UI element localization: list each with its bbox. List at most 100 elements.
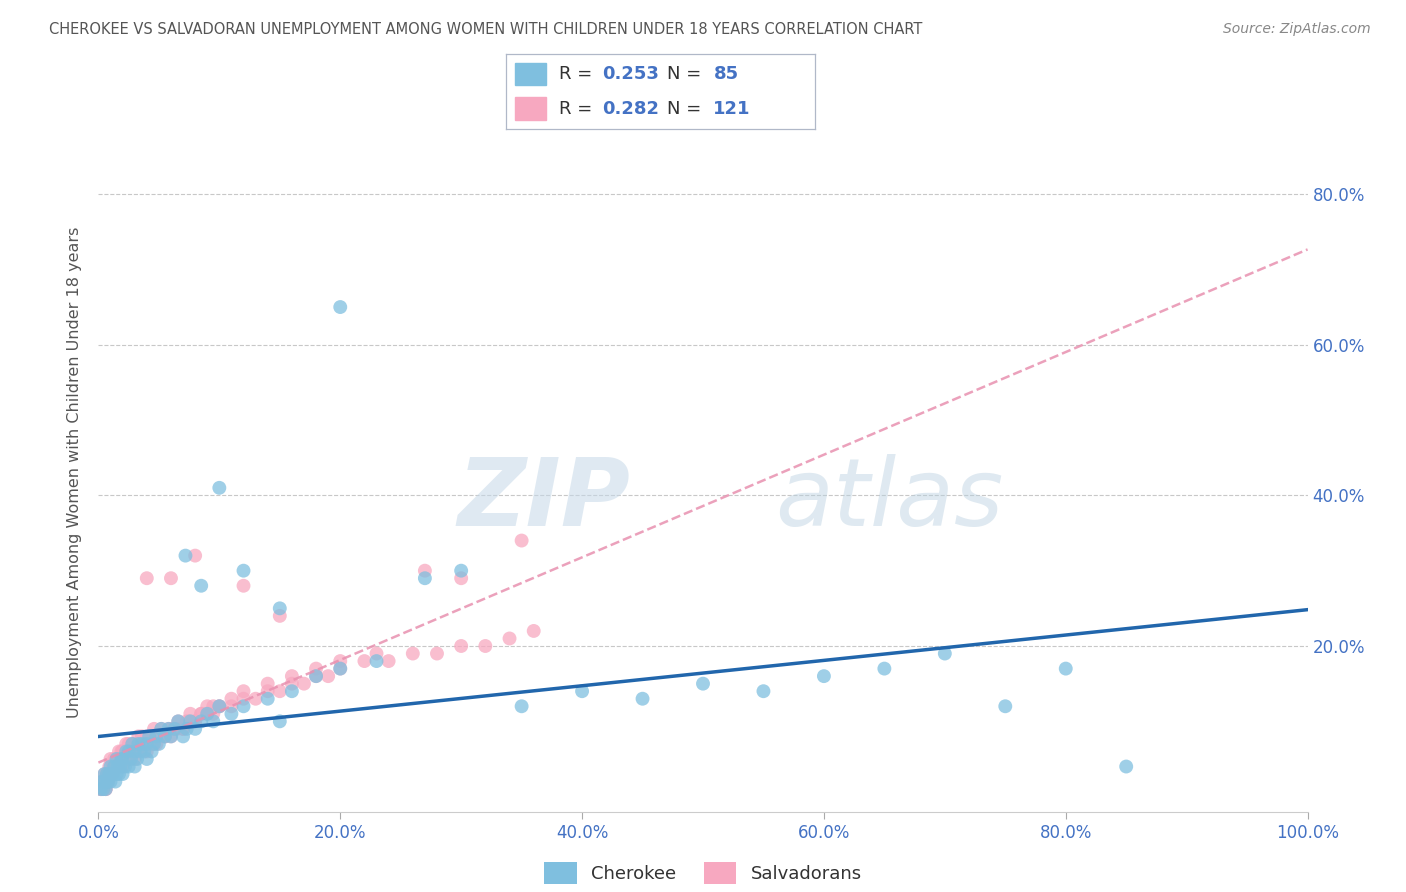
Point: [131, 737, 153, 751]
Point: [153, 730, 176, 744]
Point: [510, 699, 533, 714]
Point: [100, 767, 122, 781]
Point: [105, 752, 128, 766]
Point: [202, 714, 225, 729]
Point: [190, 714, 212, 729]
Point: [221, 699, 243, 714]
Point: [111, 752, 134, 766]
Point: [97, 767, 120, 781]
Point: [118, 737, 141, 751]
Point: [190, 706, 212, 721]
Point: [131, 737, 153, 751]
Point: [148, 730, 170, 744]
Point: [245, 691, 267, 706]
Point: [104, 759, 127, 773]
Point: [100, 752, 122, 766]
Point: [208, 481, 231, 495]
Point: [91, 774, 114, 789]
Point: [202, 706, 225, 721]
Point: [108, 744, 131, 758]
Point: [329, 300, 352, 314]
Point: [110, 752, 132, 766]
Point: [450, 639, 472, 653]
Point: [135, 737, 157, 751]
Point: [100, 759, 122, 773]
Point: [366, 654, 388, 668]
Point: [124, 744, 146, 758]
Point: [111, 744, 134, 758]
Point: [127, 744, 149, 758]
Point: [167, 714, 190, 729]
Point: [94, 782, 117, 797]
Point: [195, 706, 218, 721]
Point: [221, 706, 243, 721]
Point: [184, 714, 207, 729]
Point: [174, 549, 197, 563]
Point: [195, 706, 218, 721]
Point: [91, 782, 114, 797]
Point: [127, 752, 149, 766]
Point: [153, 730, 176, 744]
Point: [96, 774, 118, 789]
Point: [934, 647, 956, 661]
Point: [93, 774, 115, 789]
Point: [281, 676, 304, 690]
Point: [195, 699, 218, 714]
Point: [145, 730, 167, 744]
Point: [108, 752, 131, 766]
Y-axis label: Unemployment Among Women with Children Under 18 years: Unemployment Among Women with Children U…: [67, 227, 83, 718]
Point: [157, 722, 180, 736]
Point: [232, 684, 254, 698]
Text: Source: ZipAtlas.com: Source: ZipAtlas.com: [1223, 22, 1371, 37]
Legend: Cherokee, Salvadorans: Cherokee, Salvadorans: [537, 855, 869, 891]
Point: [256, 676, 278, 690]
Point: [100, 767, 122, 781]
Point: [98, 767, 121, 781]
Point: [166, 722, 188, 736]
Point: [269, 714, 291, 729]
Point: [281, 669, 304, 683]
Point: [510, 533, 533, 548]
Point: [450, 571, 472, 585]
Point: [176, 722, 198, 736]
Point: [104, 774, 127, 789]
Point: [115, 744, 138, 758]
Point: [269, 684, 291, 698]
Point: [232, 579, 254, 593]
Point: [184, 549, 207, 563]
Point: [108, 759, 131, 773]
Point: [107, 759, 129, 773]
Point: [1054, 662, 1077, 676]
Point: [873, 662, 896, 676]
Point: [184, 714, 207, 729]
Point: [571, 684, 593, 698]
Text: 85: 85: [713, 65, 738, 83]
Point: [269, 601, 291, 615]
Point: [134, 737, 156, 751]
Text: R =: R =: [558, 65, 598, 83]
Point: [103, 752, 125, 766]
Point: [160, 730, 183, 744]
Point: [94, 782, 117, 797]
Point: [141, 730, 163, 744]
Point: [111, 752, 134, 766]
Text: N =: N =: [666, 65, 707, 83]
Point: [269, 608, 291, 623]
Point: [142, 737, 165, 751]
Point: [256, 684, 278, 698]
Point: [157, 722, 180, 736]
Point: [127, 737, 149, 751]
Point: [97, 774, 120, 789]
Point: [167, 714, 190, 729]
Point: [148, 730, 170, 744]
Point: [292, 676, 315, 690]
Point: [91, 774, 114, 789]
Point: [131, 730, 153, 744]
Point: [105, 752, 128, 766]
Point: [101, 767, 124, 781]
Point: [118, 752, 141, 766]
Point: [108, 759, 131, 773]
Point: [994, 699, 1017, 714]
Point: [221, 691, 243, 706]
Point: [127, 744, 149, 758]
